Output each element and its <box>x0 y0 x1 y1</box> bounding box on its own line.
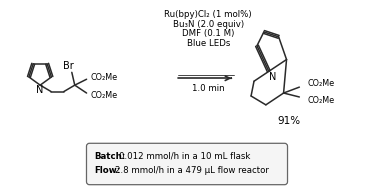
Text: CO₂Me: CO₂Me <box>308 96 334 105</box>
Text: CO₂Me: CO₂Me <box>91 73 118 82</box>
Text: Ru(bpy)Cl₂ (1 mol%): Ru(bpy)Cl₂ (1 mol%) <box>164 10 252 19</box>
Text: 1.0 min: 1.0 min <box>192 84 225 93</box>
Text: 91%: 91% <box>277 116 300 126</box>
Text: Br: Br <box>63 62 74 71</box>
Text: Bu₃N (2.0 equiv): Bu₃N (2.0 equiv) <box>172 19 244 28</box>
Text: CO₂Me: CO₂Me <box>91 91 118 100</box>
Text: N: N <box>36 85 44 95</box>
Text: CO₂Me: CO₂Me <box>308 79 334 88</box>
Text: N: N <box>269 72 276 82</box>
Text: 0.012 mmol/h in a 10 mL flask: 0.012 mmol/h in a 10 mL flask <box>119 152 250 161</box>
Text: Batch:: Batch: <box>94 152 126 161</box>
Text: Blue LEDs: Blue LEDs <box>186 39 230 48</box>
Text: 2.8 mmol/h in a 479 μL flow reactor: 2.8 mmol/h in a 479 μL flow reactor <box>115 166 269 175</box>
FancyBboxPatch shape <box>87 143 288 185</box>
Text: Flow:: Flow: <box>94 166 121 175</box>
Text: DMF (0.1 M): DMF (0.1 M) <box>182 29 234 38</box>
